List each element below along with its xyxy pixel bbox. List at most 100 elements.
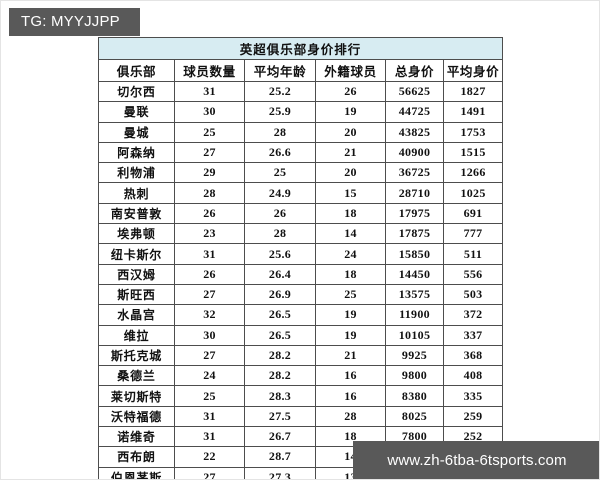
cell-average-age: 26.7: [244, 426, 316, 448]
cell-player-count: 26: [174, 263, 245, 285]
cell-total-value: 17875: [385, 223, 444, 245]
cell-average-age: 28: [244, 223, 316, 245]
cell-average-value: 408: [442, 365, 504, 387]
cell-player-count: 25: [174, 385, 245, 407]
table-row: 水晶宫 32 26.5 19 11900 372: [98, 304, 504, 326]
table-row: 利物浦 29 25 20 36725 1266: [98, 162, 504, 184]
cell-average-value: 1753: [442, 121, 504, 143]
cell-player-count: 29: [174, 162, 245, 184]
cell-club-name: 埃弗顿: [98, 223, 175, 245]
cell-average-value: 691: [442, 202, 504, 225]
cell-player-count: 23: [174, 223, 245, 245]
cell-total-value: 10105: [385, 324, 444, 346]
cell-total-value: 15850: [385, 243, 444, 265]
cell-foreign-players: 18: [315, 263, 386, 285]
cell-average-value: 1266: [442, 162, 504, 184]
cell-average-age: 26.5: [244, 304, 316, 326]
cell-player-count: 31: [174, 405, 245, 428]
cell-club-name: 利物浦: [98, 162, 175, 184]
cell-foreign-players: 20: [315, 121, 386, 143]
cell-total-value: 9925: [385, 344, 444, 367]
cell-player-count: 31: [174, 243, 245, 265]
cell-average-value: 777: [442, 223, 504, 245]
cell-average-value: 556: [442, 263, 504, 285]
cell-foreign-players: 24: [315, 243, 386, 265]
cell-average-age: 27.3: [244, 466, 316, 479]
cell-average-value: 259: [442, 405, 504, 428]
cell-average-value: 337: [442, 324, 504, 346]
cell-foreign-players: 26: [315, 80, 386, 103]
cell-club-name: 伯恩茅斯: [98, 466, 175, 479]
cell-average-value: 1491: [442, 101, 504, 123]
cell-club-name: 南安普敦: [98, 202, 175, 225]
cell-player-count: 28: [174, 182, 245, 204]
cell-foreign-players: 19: [315, 304, 386, 326]
cell-average-age: 26.4: [244, 263, 316, 285]
table-row: 切尔西 31 25.2 26 56625 1827: [98, 80, 504, 103]
cell-foreign-players: 19: [315, 101, 386, 123]
cell-average-age: 28: [244, 121, 316, 143]
cell-average-age: 26.5: [244, 324, 316, 346]
cell-average-age: 28.2: [244, 344, 316, 367]
cell-foreign-players: 16: [315, 365, 386, 387]
cell-club-name: 阿森纳: [98, 141, 175, 164]
cell-player-count: 26: [174, 202, 245, 225]
table-row: 西汉姆 26 26.4 18 14450 556: [98, 263, 504, 285]
cell-average-age: 25.6: [244, 243, 316, 265]
table-row: 斯旺西 27 26.9 25 13575 503: [98, 283, 504, 306]
table-row: 纽卡斯尔 31 25.6 24 15850 511: [98, 243, 504, 265]
cell-foreign-players: 25: [315, 283, 386, 306]
column-header-players: 球员数量: [174, 59, 245, 82]
cell-total-value: 8380: [385, 385, 444, 407]
cell-total-value: 8025: [385, 405, 444, 428]
cell-club-name: 纽卡斯尔: [98, 243, 175, 265]
table-row: 桑德兰 24 28.2 16 9800 408: [98, 365, 504, 387]
cell-average-age: 24.9: [244, 182, 316, 204]
column-header-total-value: 总身价: [385, 59, 444, 82]
cell-club-name: 西汉姆: [98, 263, 175, 285]
table-title: 英超俱乐部身价排行: [97, 37, 504, 60]
cell-average-age: 25: [244, 162, 316, 184]
cell-foreign-players: 15: [315, 182, 386, 204]
cell-average-age: 25.9: [244, 101, 316, 123]
cell-average-age: 28.7: [244, 446, 316, 468]
cell-average-age: 26: [244, 202, 316, 225]
table-row: 维拉 30 26.5 19 10105 337: [98, 324, 504, 346]
ranking-table-container: 英超俱乐部身价排行 俱乐部 球员数量 平均年龄 外籍球员 总身价 平均身价 切尔…: [97, 37, 504, 479]
table-row: 热刺 28 24.9 15 28710 1025: [98, 182, 504, 204]
column-header-club: 俱乐部: [98, 59, 175, 82]
cell-total-value: 9800: [385, 365, 444, 387]
column-header-foreign: 外籍球员: [315, 59, 386, 82]
cell-player-count: 22: [174, 446, 245, 468]
cell-player-count: 31: [174, 426, 245, 448]
cell-player-count: 31: [174, 80, 245, 103]
cell-average-value: 368: [442, 344, 504, 367]
cell-total-value: 44725: [385, 101, 444, 123]
cell-player-count: 27: [174, 466, 245, 479]
cell-club-name: 切尔西: [98, 80, 175, 103]
cell-club-name: 水晶宫: [98, 304, 175, 326]
cell-foreign-players: 21: [315, 141, 386, 164]
cell-club-name: 诺维奇: [98, 426, 175, 448]
cell-total-value: 56625: [385, 80, 444, 103]
cell-club-name: 斯旺西: [98, 283, 175, 306]
table-title-row: 英超俱乐部身价排行: [97, 37, 504, 60]
cell-player-count: 24: [174, 365, 245, 387]
cell-total-value: 17975: [385, 202, 444, 225]
cell-club-name: 斯托克城: [98, 344, 175, 367]
cell-average-age: 26.9: [244, 283, 316, 306]
cell-average-value: 1515: [442, 141, 504, 164]
cell-foreign-players: 18: [315, 202, 386, 225]
cell-average-value: 372: [442, 304, 504, 326]
table-row: 曼联 30 25.9 19 44725 1491: [98, 101, 504, 123]
table-row: 埃弗顿 23 28 14 17875 777: [98, 223, 504, 245]
cell-average-value: 511: [442, 243, 504, 265]
cell-club-name: 莱切斯特: [98, 385, 175, 407]
cell-average-value: 335: [442, 385, 504, 407]
site-watermark: www.zh-6tba-6tsports.com: [353, 441, 599, 479]
table-row: 阿森纳 27 26.6 21 40900 1515: [98, 141, 504, 164]
cell-total-value: 40900: [385, 141, 444, 164]
table-row: 斯托克城 27 28.2 21 9925 368: [98, 344, 504, 367]
cell-average-age: 26.6: [244, 141, 316, 164]
